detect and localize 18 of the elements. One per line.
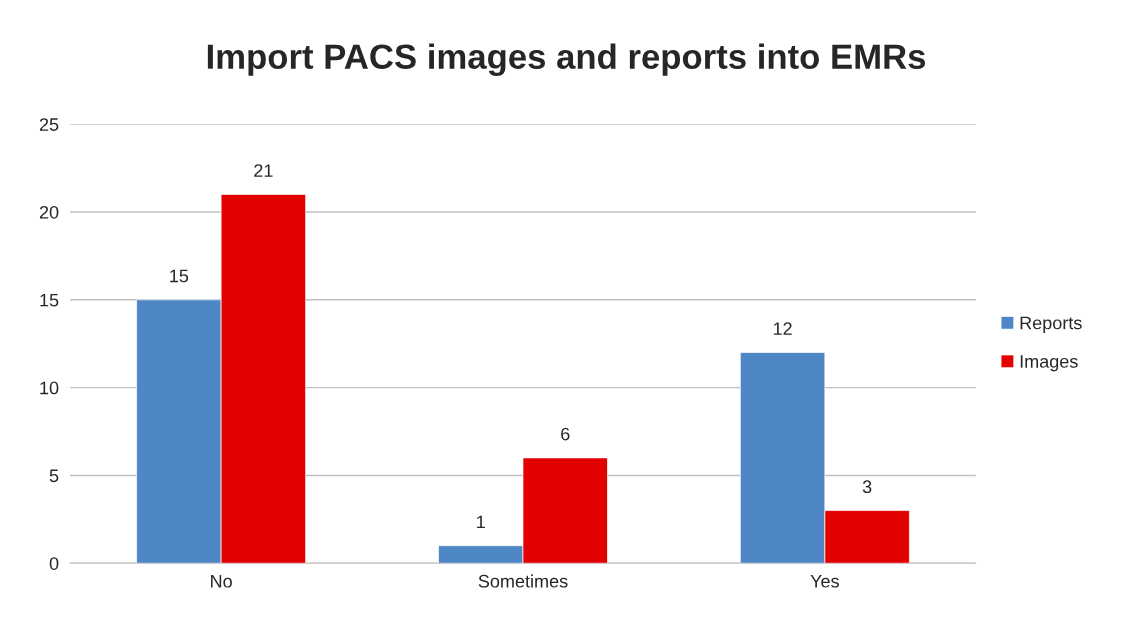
data-label: 12 bbox=[773, 322, 792, 335]
y-tick-label: 10 bbox=[40, 381, 59, 395]
y-tick-label: 15 bbox=[40, 293, 59, 307]
y-tick-label: 0 bbox=[49, 557, 59, 570]
x-tick-label: Yes bbox=[810, 575, 839, 588]
legend-label: Reports bbox=[1020, 316, 1082, 333]
x-tick-label: Sometimes bbox=[478, 574, 568, 588]
data-label: 1 bbox=[477, 515, 485, 529]
y-tick-label: 20 bbox=[39, 205, 59, 219]
data-label: 21 bbox=[254, 164, 273, 177]
chart-title: Import PACS images and reports into EMRs bbox=[207, 43, 926, 76]
legend-label: Images bbox=[1020, 355, 1078, 372]
data-label: 3 bbox=[862, 480, 872, 494]
x-tick-label: No bbox=[211, 575, 232, 588]
y-tick-label: 25 bbox=[39, 118, 59, 131]
data-label: 15 bbox=[170, 269, 189, 283]
y-tick-label: 5 bbox=[49, 469, 59, 483]
data-label: 6 bbox=[561, 427, 570, 441]
